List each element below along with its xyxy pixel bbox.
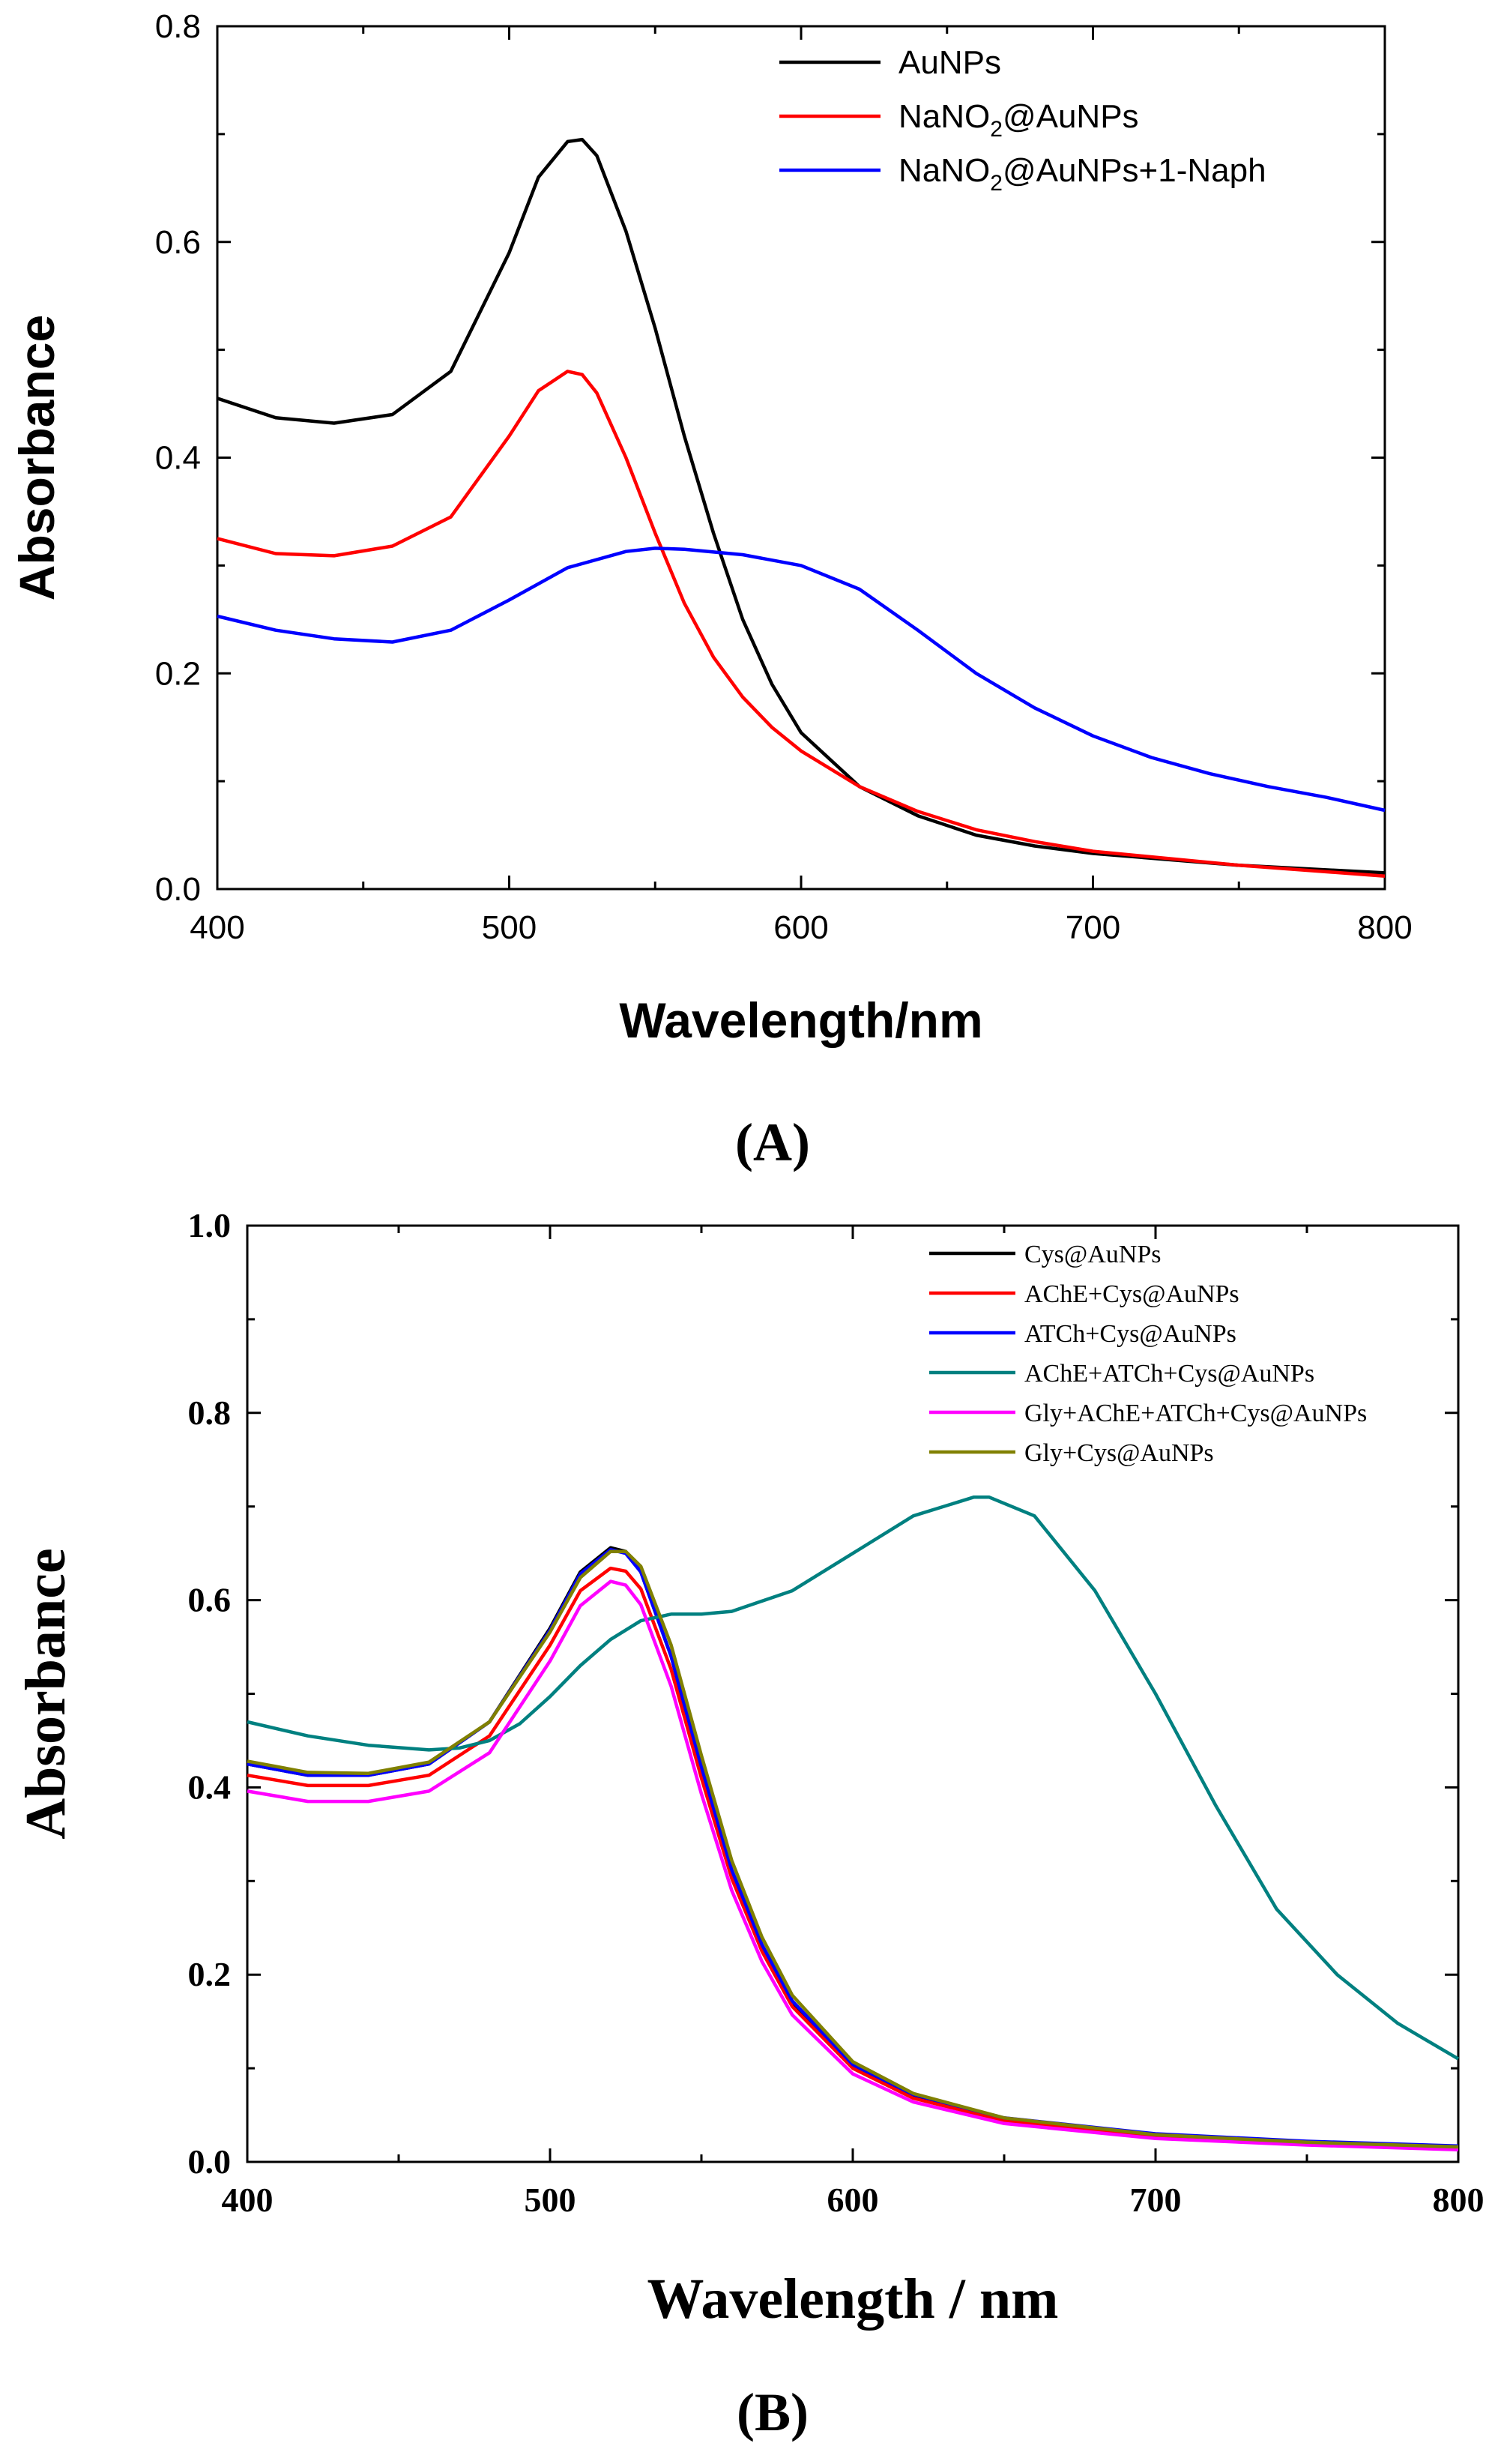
panel-a-chart: 400 500 600 700 800 0.0 0.2 0.4 0.6 0.8 Wavelength…: [9, 8, 1413, 1048]
x-tick-label: 500: [525, 2181, 576, 2219]
legend-label-3: NaNO2@AuNPs+1-Naph: [898, 152, 1266, 196]
x-tick-label: 700: [1066, 909, 1120, 946]
y-axis-label: Absorbance: [9, 315, 64, 600]
legend-text: NaNO: [898, 98, 990, 135]
series-line-4: [247, 1495, 1460, 2061]
legend-text-rest: @AuNPs: [1003, 98, 1139, 135]
x-axis-label: Wavelength/nm: [619, 992, 982, 1048]
x-tick-label: 800: [1433, 2181, 1485, 2219]
y-tick-label: 0.8: [188, 1394, 232, 1432]
x-tick-label: 700: [1130, 2181, 1182, 2219]
series-line-2: [247, 1566, 1459, 2151]
series-line-1: [217, 137, 1386, 875]
panel-b-label: (B): [737, 2382, 809, 2442]
series-line-5: [247, 1579, 1459, 2152]
x-tick-label: 500: [482, 909, 537, 946]
series-line-3: [247, 1547, 1459, 2148]
legend-label-5: Gly+AChE+ATCh+Cys@AuNPs: [1024, 1400, 1367, 1427]
y-tick-label: 1.0: [188, 1206, 232, 1244]
y-tick-label: 0.8: [155, 8, 201, 45]
legend-label-3: ATCh+Cys@AuNPs: [1024, 1320, 1236, 1348]
panel-b-chart: 400 500 600 700 800 0.0 0.2 0.4 0.6 0.8 1.0 Wavelen…: [14, 1206, 1485, 2331]
legend-label-2: NaNO2@AuNPs: [898, 98, 1139, 142]
legend-subscript: 2: [990, 171, 1003, 196]
legend-text: AuNPs: [898, 44, 1001, 81]
x-tick-label: 600: [773, 909, 828, 946]
y-tick-label: 0.0: [155, 871, 201, 908]
y-tick-label: 0.4: [188, 1768, 232, 1806]
series-line-2: [217, 370, 1386, 878]
legend-text: NaNO: [898, 152, 990, 189]
legend-label-1: Cys@AuNPs: [1024, 1241, 1161, 1268]
x-tick-label: 800: [1357, 909, 1412, 946]
y-tick-label: 0.2: [155, 655, 201, 692]
series-line-6: [247, 1549, 1459, 2149]
y-tick-label: 0.4: [155, 440, 201, 477]
x-tick-label: 600: [827, 2181, 879, 2219]
panel-a-label: (A): [735, 1112, 810, 1172]
legend-label-1: AuNPs: [898, 44, 1001, 81]
legend-label-2: AChE+Cys@AuNPs: [1024, 1280, 1239, 1308]
legend-label-4: AChE+ATCh+Cys@AuNPs: [1024, 1360, 1314, 1388]
series-line-1: [247, 1546, 1459, 2150]
series-line-3: [217, 546, 1386, 813]
y-tick-label: 0.6: [188, 1581, 232, 1619]
x-tick-label: 400: [190, 909, 244, 946]
y-tick-label: 0.0: [188, 2142, 232, 2181]
x-tick-label: 400: [222, 2181, 274, 2219]
y-tick-label: 0.6: [155, 224, 201, 261]
y-axis-label: Absorbance: [14, 1548, 77, 1839]
y-tick-label: 0.2: [188, 1955, 232, 1993]
legend-subscript: 2: [990, 117, 1003, 142]
legend-text-rest: @AuNPs+1-Naph: [1003, 152, 1266, 189]
legend-label-6: Gly+Cys@AuNPs: [1024, 1439, 1214, 1467]
x-axis-label: Wavelength / nm: [647, 2268, 1059, 2331]
